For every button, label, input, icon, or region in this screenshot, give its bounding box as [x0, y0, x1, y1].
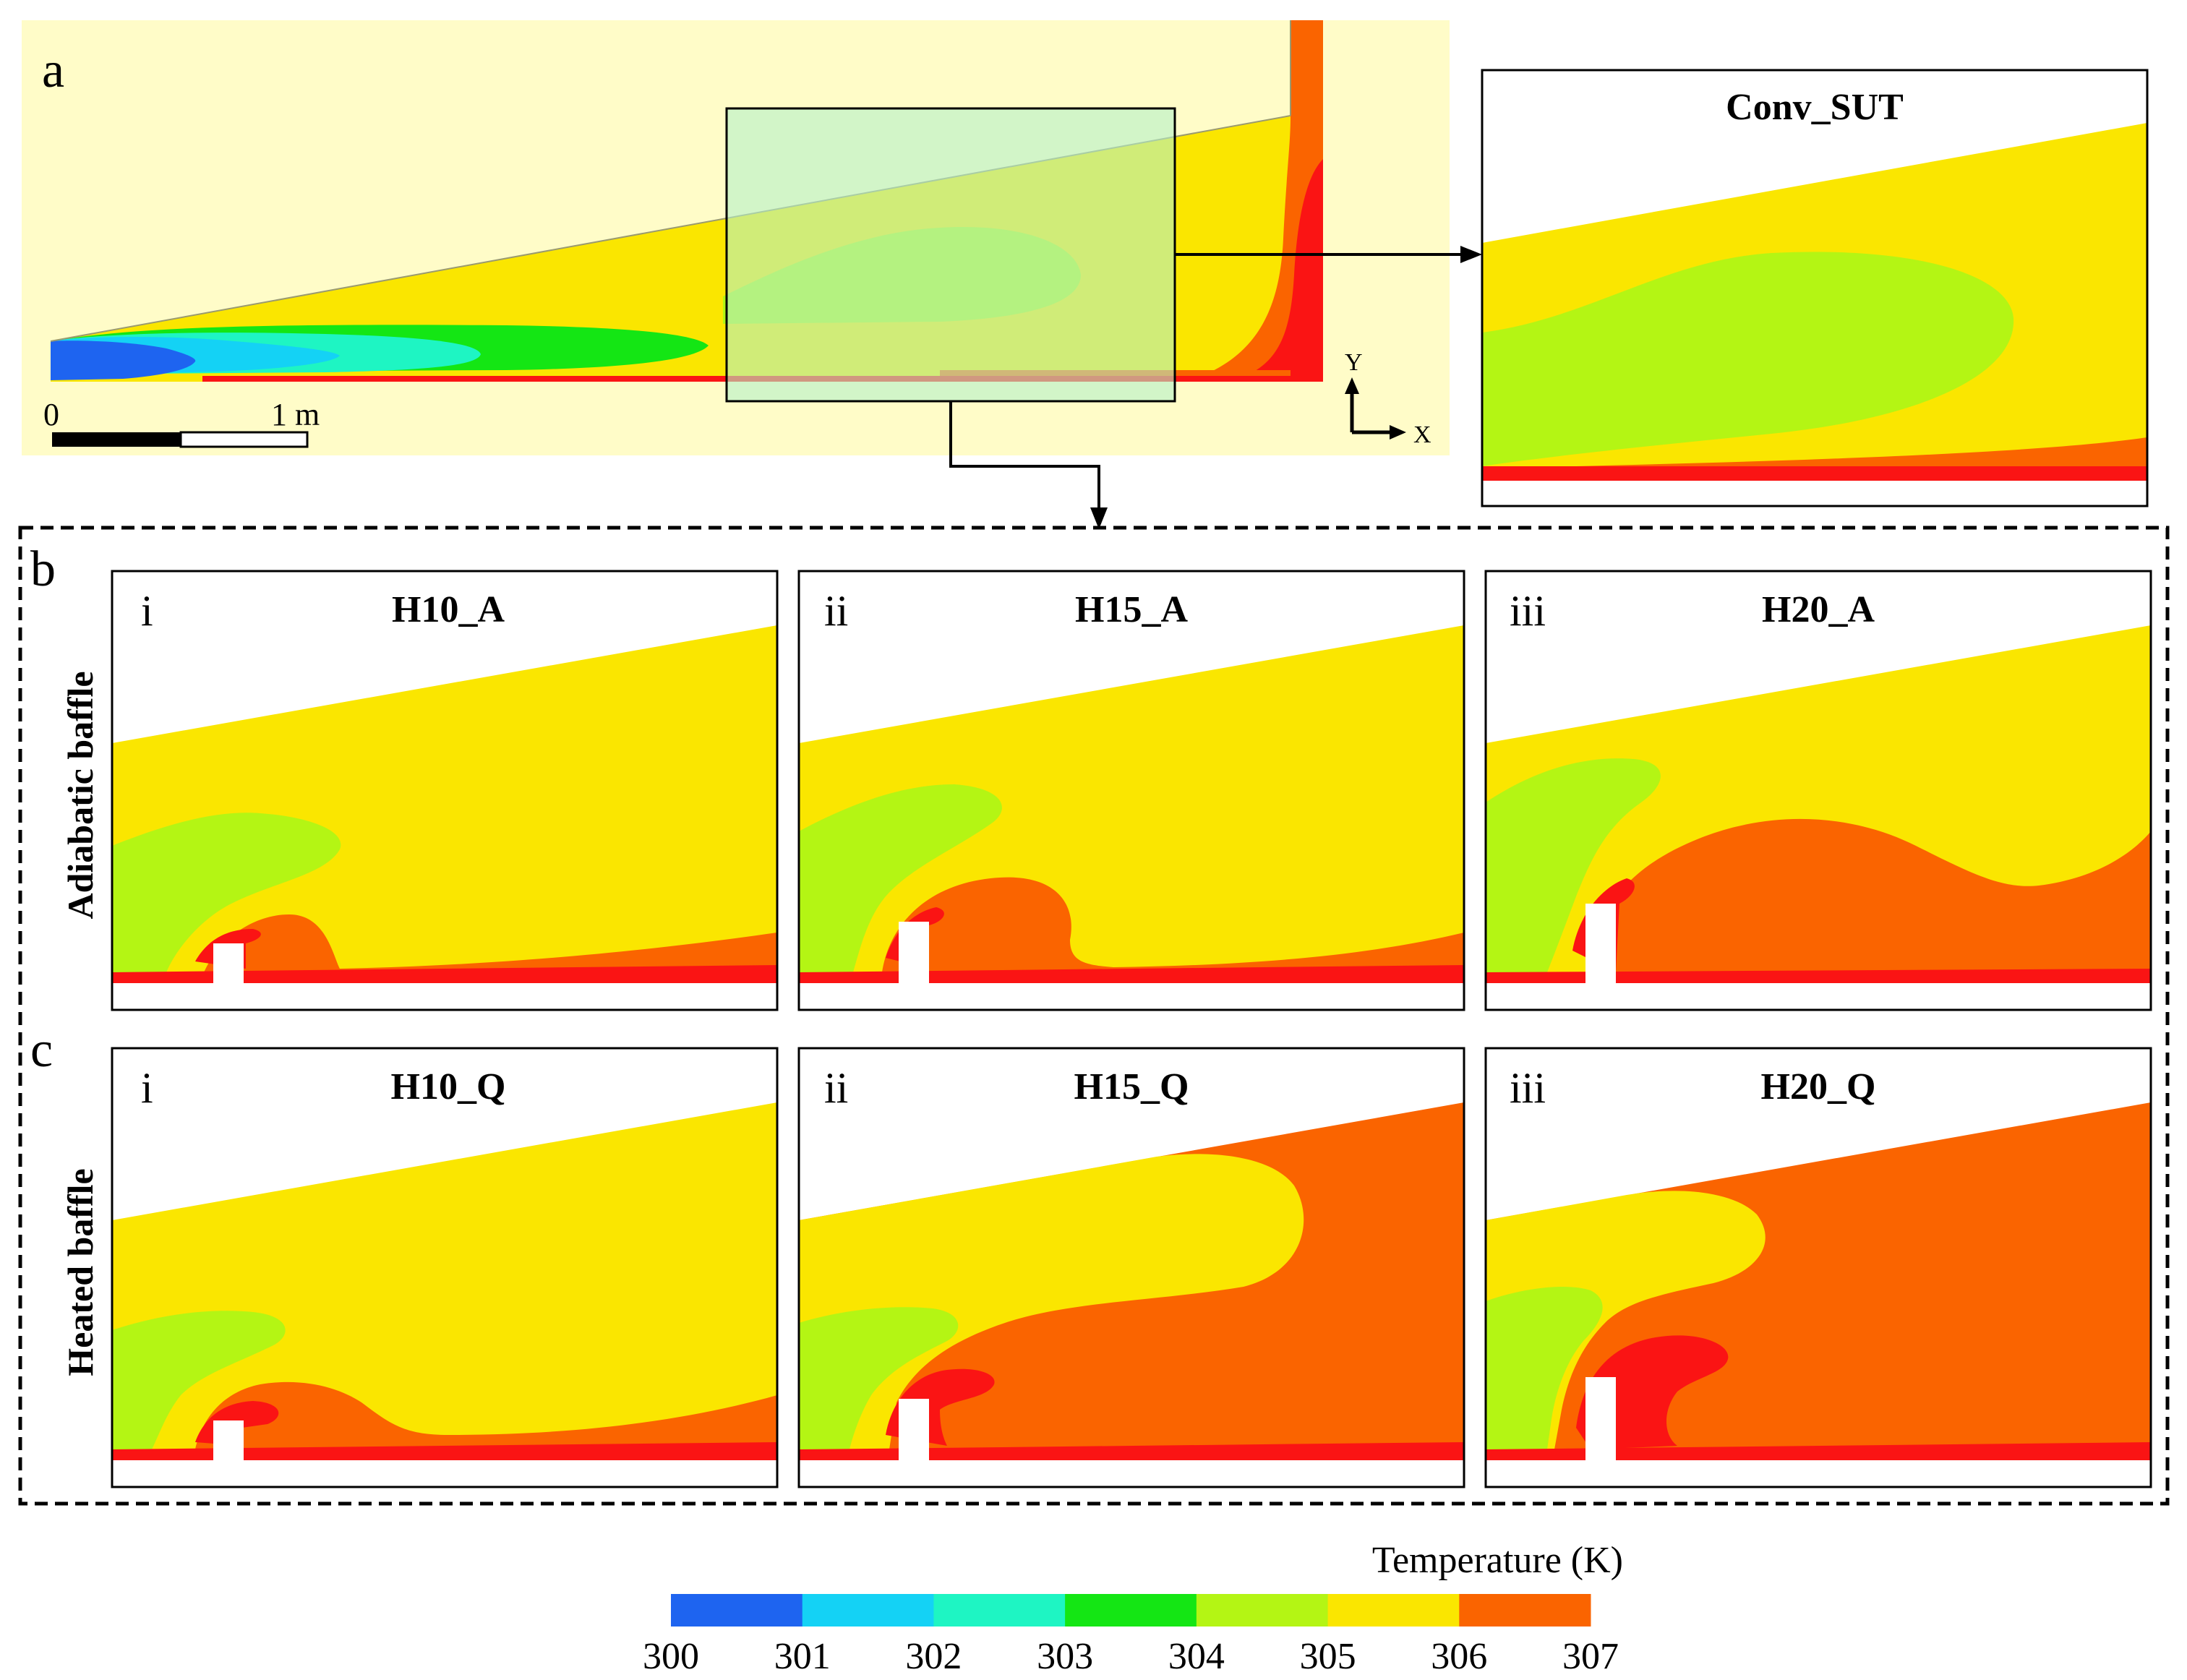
- panel-a-label: a: [42, 43, 64, 98]
- case-h15-q: ii H15_Q: [797, 1047, 1465, 1488]
- chimney-307-region: [1229, 159, 1323, 382]
- colorbar-tick-label: 301: [774, 1636, 831, 1677]
- colorbar-tick-label: 304: [1168, 1636, 1225, 1677]
- panel-c-label: c: [30, 1022, 53, 1078]
- case-title: H15_Q: [1074, 1066, 1189, 1107]
- zoom-panel-conv-sut: Conv_SUT: [1481, 69, 2149, 507]
- chimney-306-region: [1186, 20, 1323, 382]
- case-title: H10_A: [392, 589, 505, 630]
- colorbar-segment: [1065, 1594, 1197, 1627]
- zoom-panel-title: Conv_SUT: [1726, 87, 1904, 128]
- case-title: H15_A: [1075, 589, 1188, 630]
- panel-b-label: b: [30, 541, 56, 597]
- colorbar-segment: [933, 1594, 1066, 1627]
- core-300-region: [51, 340, 196, 380]
- colorbar-title: Temperature (K): [1372, 1540, 1623, 1581]
- temperature-colorbar: Temperature (K) 300 301 302 303 304 305 306 307: [643, 1540, 1623, 1677]
- baffle: [899, 1399, 929, 1460]
- axes-indicator: Y X: [1345, 349, 1431, 448]
- colorbar-segment: [802, 1594, 934, 1627]
- case-h10-a: i H10_A: [111, 570, 779, 1011]
- case-h10-q: i H10_Q: [111, 1047, 779, 1488]
- case-h15-a: ii H15_A: [797, 570, 1465, 1011]
- panel-b-row-label: Adiabatic baffle: [60, 671, 100, 919]
- zoom-region-box: [725, 107, 1176, 403]
- scale-bar: 0 1 m: [43, 397, 320, 448]
- baffle: [1585, 904, 1616, 983]
- colorbar-tick-label: 302: [905, 1636, 962, 1677]
- case-numeral: iii: [1510, 587, 1546, 635]
- colorbar-segment: [671, 1594, 803, 1627]
- axis-y-label: Y: [1345, 349, 1363, 376]
- baffle: [213, 943, 244, 983]
- case-numeral: i: [141, 587, 153, 635]
- case-title: H10_Q: [391, 1066, 506, 1107]
- panel-a: a 0 1 m Y X: [22, 20, 1482, 529]
- zoom-connector-arrows: [949, 246, 1482, 529]
- scale-bar-end-label: 1 m: [271, 397, 320, 432]
- bc-dashed-enclosure: [18, 526, 2170, 1506]
- case-h20-a: iii H20_A: [1484, 570, 2152, 1011]
- baffle: [1585, 1377, 1616, 1460]
- colorbar-tick-label: 305: [1300, 1636, 1356, 1677]
- axis-x-label: X: [1413, 421, 1431, 448]
- zoom-307-ground: [1482, 466, 2147, 481]
- case-h20-q: iii H20_Q: [1484, 1047, 2152, 1488]
- colorbar-tick-label: 303: [1037, 1636, 1093, 1677]
- zoom-306-ground: [1482, 437, 2147, 470]
- scale-bar-start-label: 0: [43, 397, 59, 432]
- zoom-304-region: [1482, 252, 2014, 466]
- case-numeral: iii: [1510, 1064, 1546, 1112]
- colorbar-tick-label: 306: [1431, 1636, 1487, 1677]
- panel-c-row-label: Heated baffle: [60, 1168, 100, 1376]
- baffle: [899, 922, 929, 983]
- case-title: H20_A: [1762, 589, 1875, 630]
- colorbar-segment: [1459, 1594, 1591, 1627]
- colorbar-segment: [1327, 1594, 1460, 1627]
- case-title: H20_Q: [1761, 1066, 1876, 1107]
- case-numeral: ii: [824, 1064, 848, 1112]
- colorbar-tick-label: 307: [1562, 1636, 1619, 1677]
- colorbar-tick-label: 300: [643, 1636, 699, 1677]
- colorbar-segments: [671, 1594, 1591, 1627]
- colorbar-ticks: 300 301 302 303 304 305 306 307: [643, 1636, 1619, 1677]
- colorbar-segment: [1196, 1594, 1329, 1627]
- baffle: [213, 1420, 244, 1460]
- case-numeral: ii: [824, 587, 848, 635]
- case-numeral: i: [141, 1064, 153, 1112]
